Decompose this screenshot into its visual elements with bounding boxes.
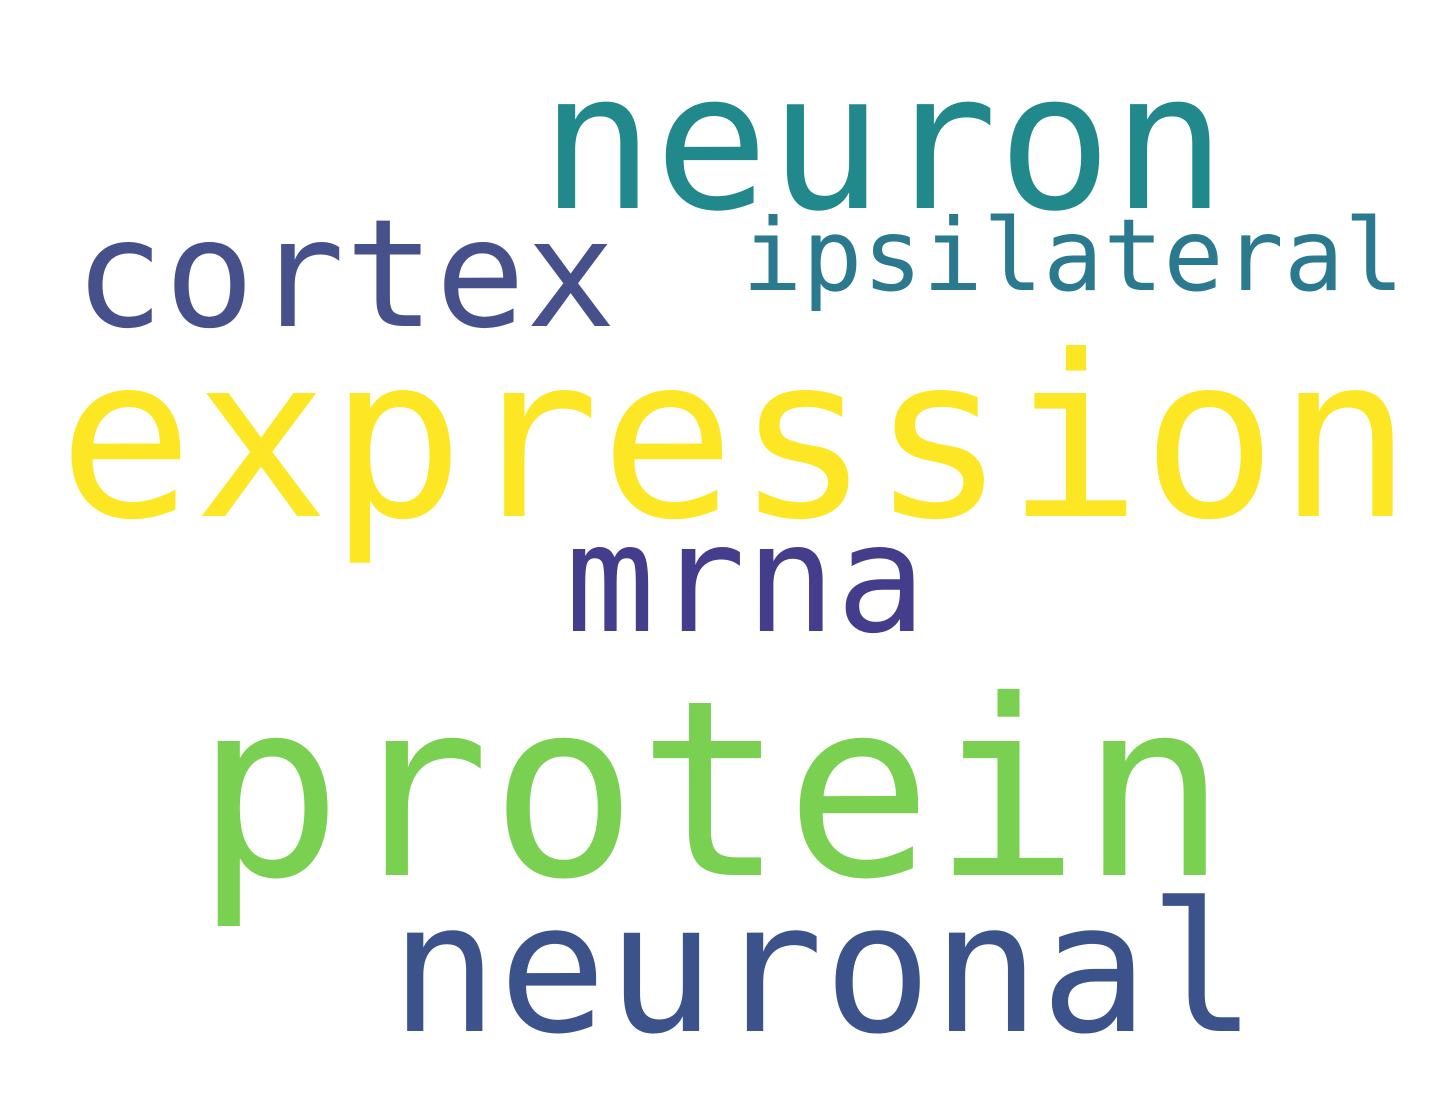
word-ipsilateral: ipsilateral xyxy=(742,197,1405,314)
word-cortex: cortex xyxy=(74,188,616,362)
word-protein: protein xyxy=(195,648,1228,933)
word-neuron: neuron xyxy=(540,32,1227,253)
word-mrna: mrna xyxy=(565,493,927,667)
word-expression: expression xyxy=(58,308,1413,570)
word-neuronal: neuronal xyxy=(390,865,1257,1074)
